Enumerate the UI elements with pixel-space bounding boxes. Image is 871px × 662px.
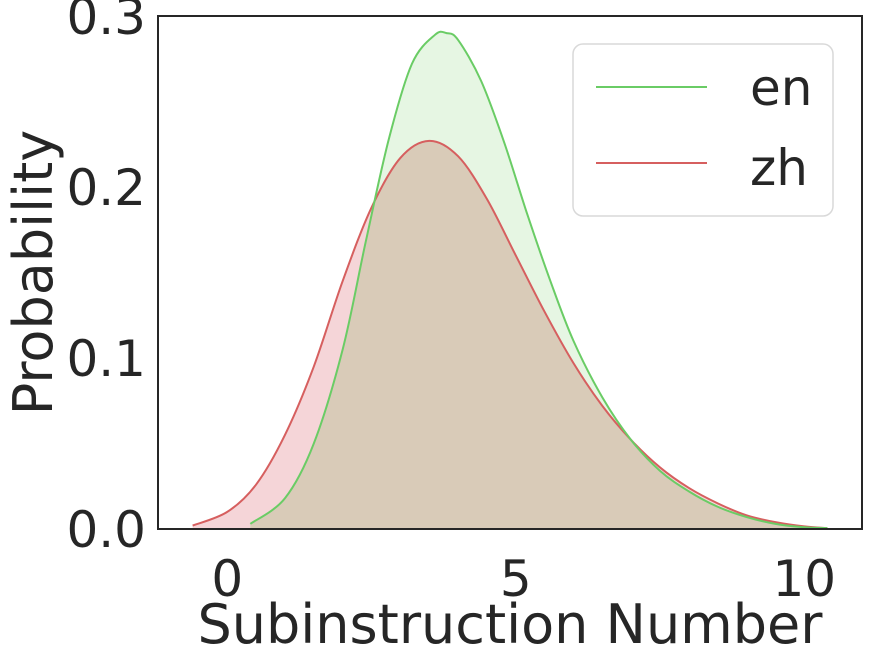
y-axis-label: Probability [2,130,65,415]
x-axis-label: Subinstruction Number [198,593,824,656]
legend: en zh [572,43,834,217]
plot-frame [157,15,863,530]
x-tick-label: 5 [500,550,532,608]
series-line-en [249,30,828,529]
axis-ticks: 0 5 10 0.0 0.1 0.2 0.3 [66,0,836,608]
y-tick-label: 0.2 [66,159,146,217]
area-overlap [250,140,828,529]
plot-area [192,30,828,529]
y-tick-label: 0.0 [66,501,146,559]
series-line-zh [192,139,828,529]
legend-label-en: en [750,59,812,117]
y-tick-label: 0.3 [66,0,146,46]
x-tick-label: 0 [211,550,243,608]
x-tick-label: 10 [772,550,836,608]
y-tick-label: 0.1 [66,330,146,388]
legend-label-zh: zh [750,139,808,197]
